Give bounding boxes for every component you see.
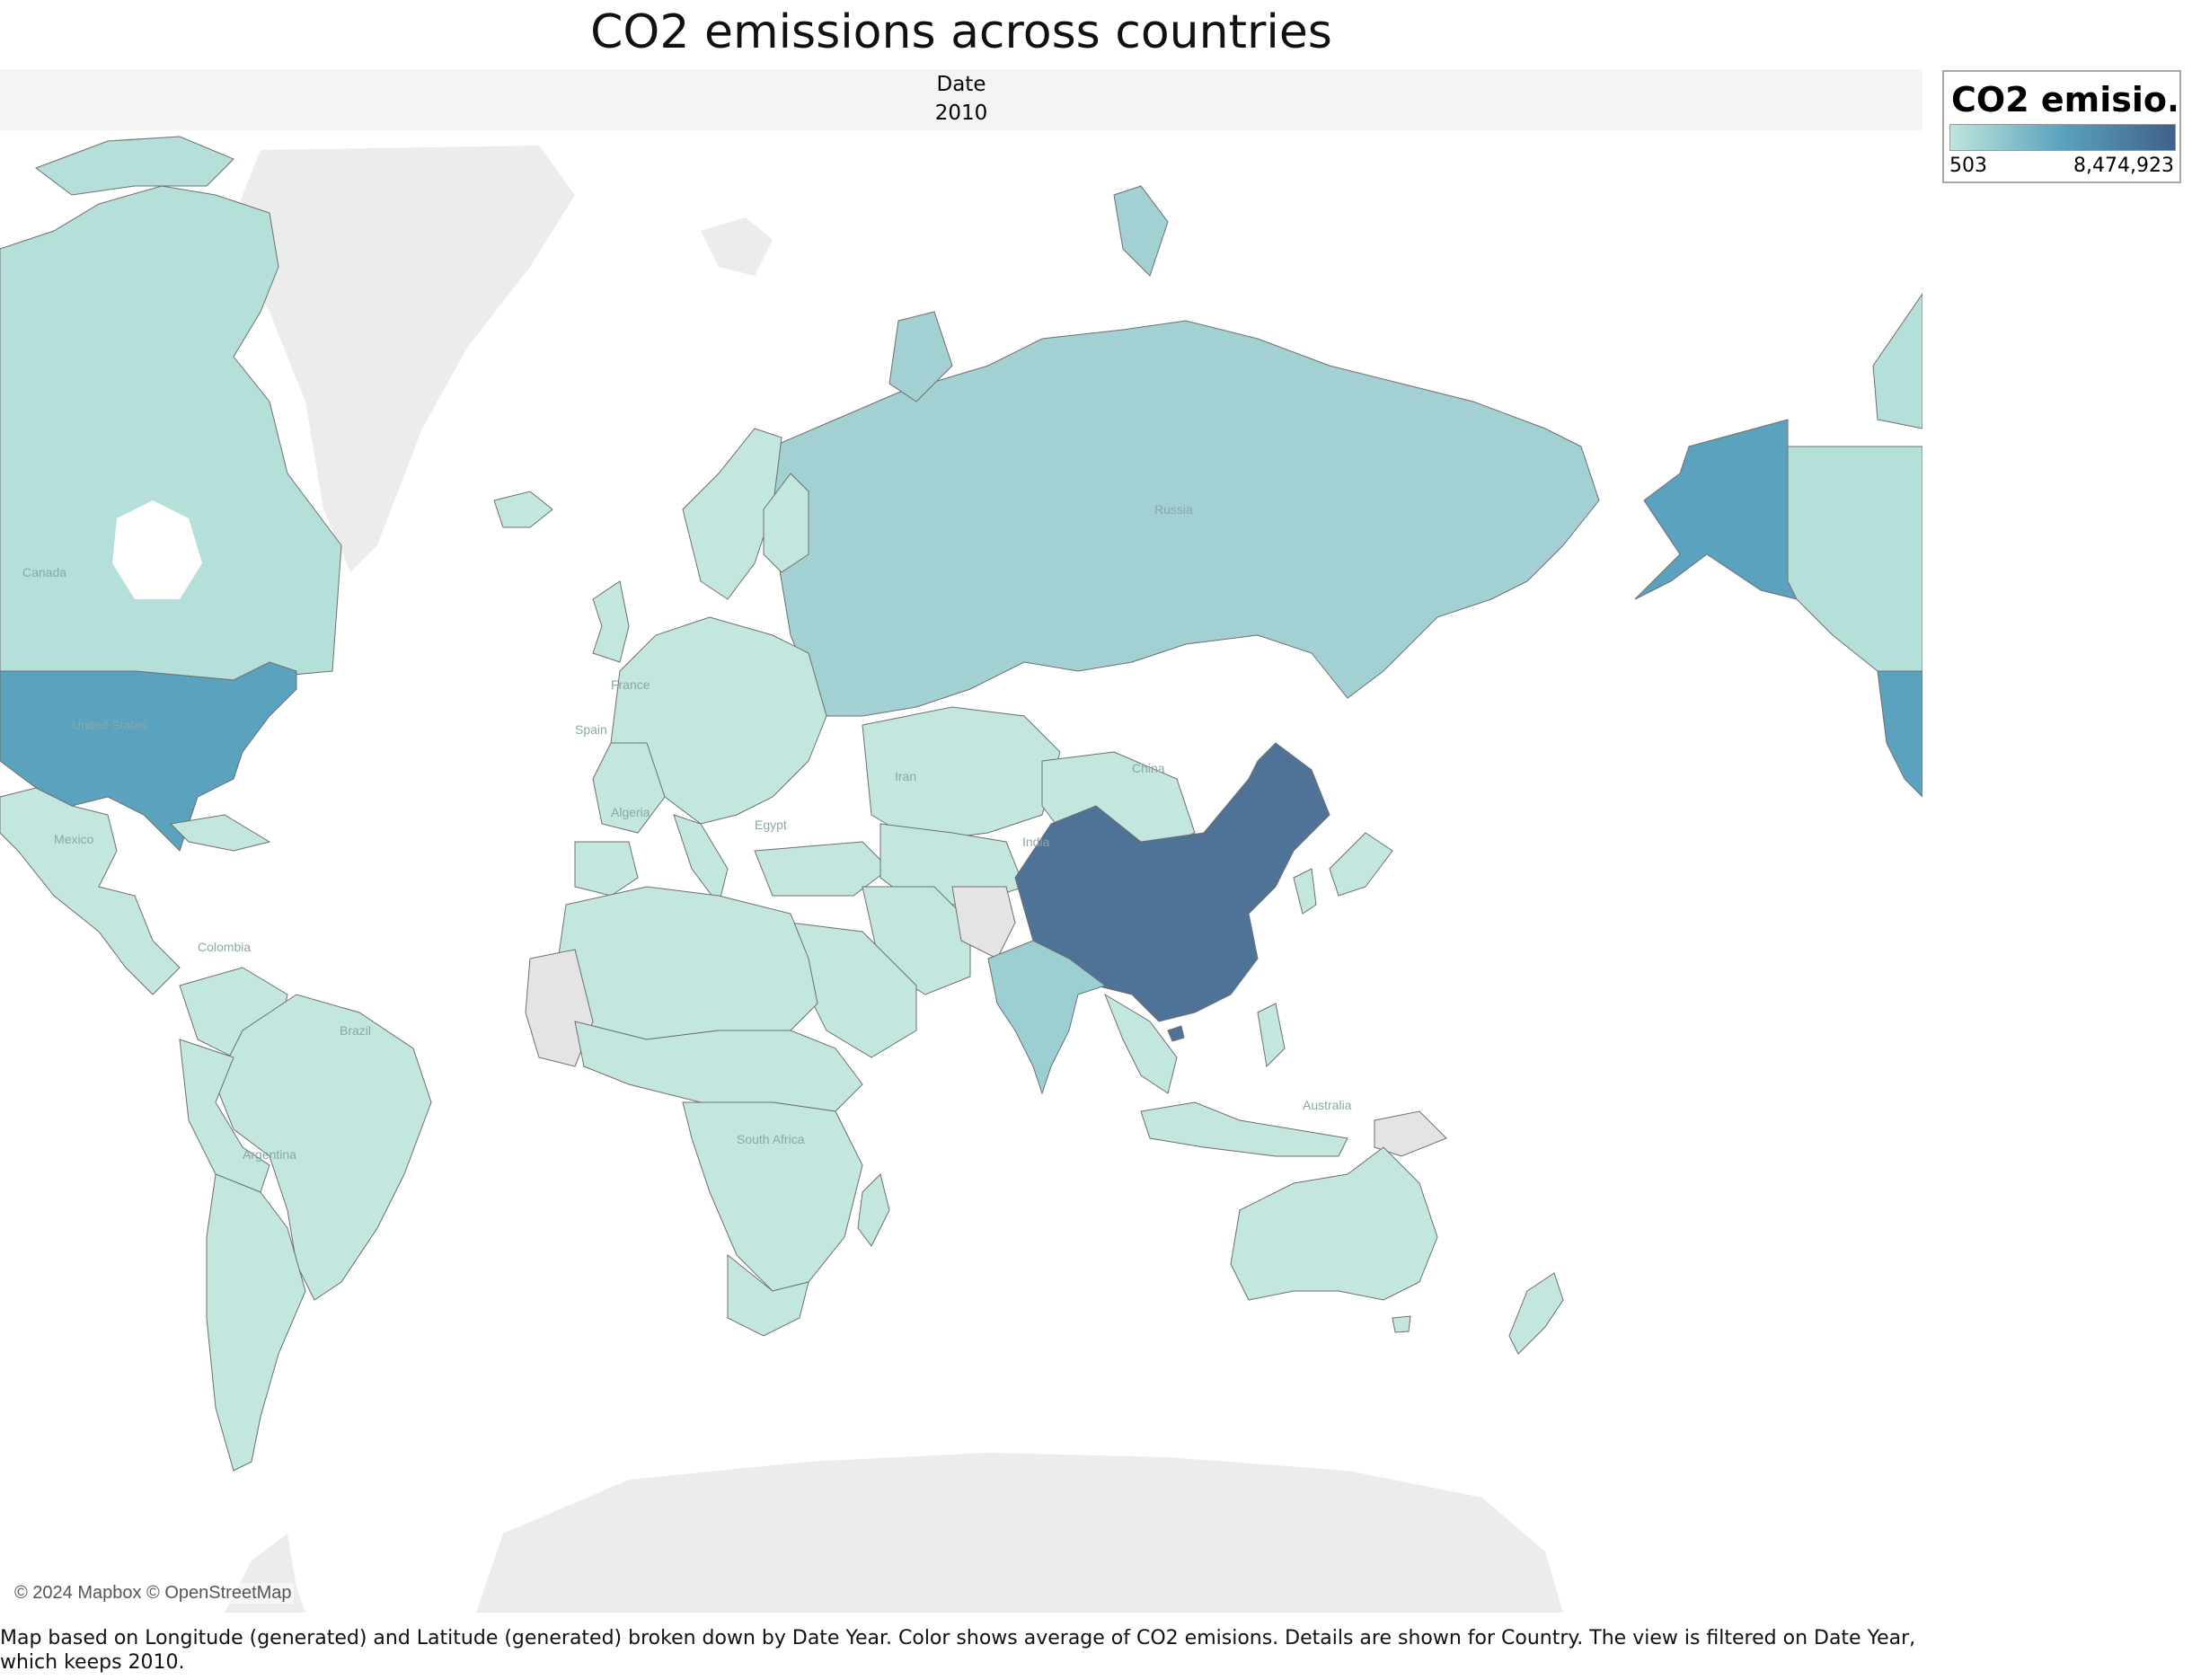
country-united-states-alaska[interactable] (1634, 419, 1798, 600)
label-united-states: United States (72, 718, 147, 732)
label-algeria: Algeria (611, 805, 650, 819)
label-colombia: Colombia (198, 940, 251, 954)
label-australia: Australia (1303, 1098, 1352, 1112)
label-argentina: Argentina (243, 1147, 296, 1162)
russia-north-islands[interactable] (888, 311, 953, 402)
label-iran: Iran (895, 769, 916, 783)
date-header-year[interactable]: 2010 (934, 102, 988, 125)
label-egypt: Egypt (755, 818, 787, 832)
canada-wrap-islands[interactable] (1872, 293, 1922, 429)
svalbard (701, 217, 773, 276)
country-uk[interactable] (592, 580, 630, 663)
label-mexico: Mexico (54, 832, 94, 846)
country-iceland[interactable] (493, 491, 553, 528)
country-china-hainan[interactable] (1167, 1025, 1185, 1042)
map-attribution[interactable]: © 2024 Mapbox © OpenStreetMap (13, 1583, 294, 1604)
country-turkey[interactable] (754, 841, 890, 897)
color-legend[interactable]: CO2 emisio.. 503 8,474,923 (1942, 70, 2181, 183)
country-france[interactable] (592, 742, 666, 834)
canada-hudson-bay (112, 500, 202, 599)
country-canada-east[interactable] (1787, 446, 1922, 672)
country-philippines[interactable] (1257, 1003, 1286, 1068)
map-caption: Map based on Longitude (generated) and L… (0, 1627, 1916, 1674)
antarctica (476, 1453, 1563, 1613)
country-central-africa[interactable] (682, 1101, 863, 1292)
country-southeast-asia[interactable] (1103, 993, 1178, 1094)
country-kazakhstan[interactable] (862, 706, 1061, 843)
map-canvas[interactable]: Canada United States Mexico Colombia Bra… (0, 132, 1922, 1613)
country-spain[interactable] (574, 841, 639, 897)
label-spain: Spain (575, 722, 607, 737)
greenland (225, 146, 575, 572)
country-papua-new-guinea[interactable] (1374, 1110, 1447, 1157)
date-header-label: Date (936, 73, 986, 96)
caribbean[interactable] (169, 814, 271, 852)
country-argentina-chile[interactable] (206, 1173, 306, 1472)
legend-min-label: 503 (1949, 155, 1987, 177)
label-france: France (611, 677, 650, 692)
country-italy[interactable] (673, 814, 729, 906)
country-russia[interactable] (772, 320, 1600, 717)
label-china: China (1132, 761, 1165, 775)
country-china[interactable] (1014, 742, 1330, 1022)
country-united-states-east[interactable] (1877, 670, 1922, 798)
country-new-zealand[interactable] (1508, 1272, 1564, 1355)
country-india[interactable] (987, 940, 1107, 1095)
country-madagascar[interactable] (857, 1173, 890, 1247)
label-south-africa: South Africa (737, 1132, 805, 1146)
country-japan[interactable] (1329, 832, 1393, 897)
country-south-africa[interactable] (727, 1253, 809, 1337)
chart-title: CO2 emissions across countries (590, 5, 1332, 59)
russia-novaya[interactable] (1113, 185, 1169, 277)
country-sahel[interactable] (574, 1021, 863, 1112)
country-indonesia[interactable] (1140, 1101, 1348, 1157)
legend-max-label: 8,474,923 (2073, 155, 2174, 177)
country-peru-bolivia[interactable] (179, 1039, 270, 1193)
canada-islands[interactable] (34, 136, 234, 196)
legend-title: CO2 emisio.. (1951, 80, 2176, 119)
label-canada: Canada (22, 565, 66, 579)
world-map[interactable]: Canada United States Mexico Colombia Bra… (0, 132, 1922, 1613)
country-korea[interactable] (1293, 868, 1317, 915)
country-afghanistan-pakistan[interactable] (951, 886, 1016, 959)
label-russia: Russia (1154, 502, 1193, 517)
country-north-africa[interactable] (556, 886, 818, 1040)
country-mexico[interactable] (0, 787, 181, 995)
country-west-africa-nodata[interactable] (525, 949, 594, 1067)
country-finland[interactable] (763, 473, 809, 573)
label-brazil: Brazil (340, 1023, 371, 1038)
country-brazil[interactable] (215, 994, 432, 1301)
date-header: Date 2010 (0, 69, 1922, 130)
label-india: India (1022, 835, 1050, 849)
country-australia[interactable] (1230, 1146, 1438, 1301)
legend-color-ramp (1949, 124, 2176, 151)
country-tasmania[interactable] (1392, 1315, 1411, 1333)
